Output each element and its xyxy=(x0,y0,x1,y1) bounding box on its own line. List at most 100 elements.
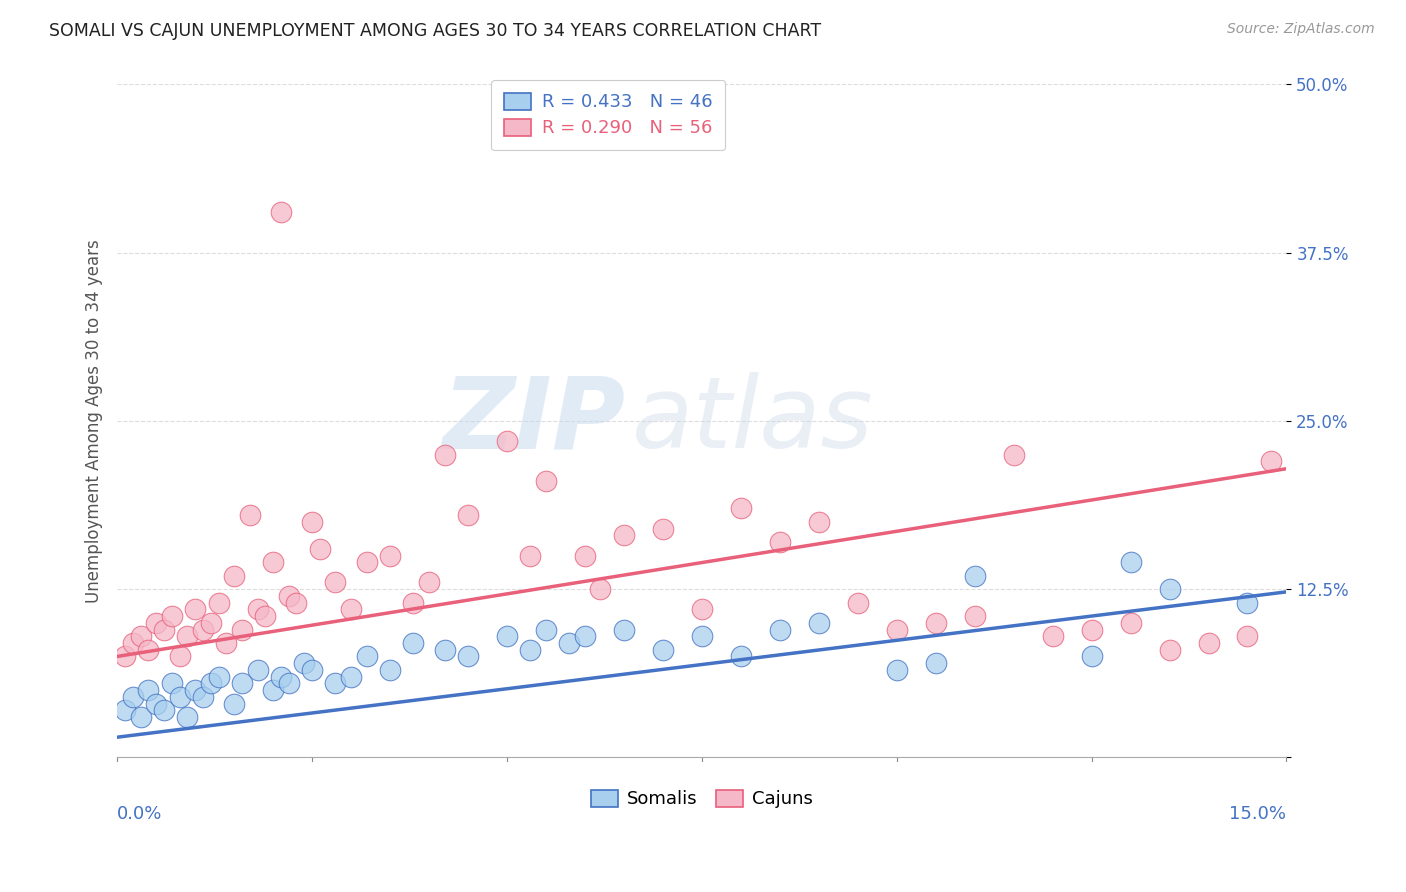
Point xyxy=(402,636,425,650)
Point xyxy=(730,649,752,664)
Point xyxy=(129,710,152,724)
Point xyxy=(378,663,401,677)
Point xyxy=(114,649,136,664)
Point xyxy=(191,690,214,704)
Point xyxy=(1159,582,1181,596)
Legend: Somalis, Cajuns: Somalis, Cajuns xyxy=(583,782,820,815)
Point xyxy=(153,623,176,637)
Point xyxy=(160,609,183,624)
Point xyxy=(769,623,792,637)
Point xyxy=(690,602,713,616)
Point xyxy=(325,676,347,690)
Point xyxy=(963,609,986,624)
Point xyxy=(651,522,673,536)
Point xyxy=(114,703,136,717)
Point xyxy=(262,683,284,698)
Point xyxy=(301,515,323,529)
Point xyxy=(356,555,378,569)
Point xyxy=(418,575,440,590)
Point xyxy=(231,623,253,637)
Point xyxy=(378,549,401,563)
Point xyxy=(301,663,323,677)
Point xyxy=(496,434,519,449)
Text: ZIP: ZIP xyxy=(443,373,626,469)
Point xyxy=(496,629,519,643)
Point xyxy=(340,602,363,616)
Point xyxy=(1042,629,1064,643)
Point xyxy=(457,649,479,664)
Point xyxy=(356,649,378,664)
Point xyxy=(769,535,792,549)
Point xyxy=(145,697,167,711)
Point xyxy=(121,636,143,650)
Point xyxy=(308,541,330,556)
Point xyxy=(224,568,246,582)
Point xyxy=(924,656,946,670)
Point xyxy=(262,555,284,569)
Point xyxy=(184,683,207,698)
Point xyxy=(1159,642,1181,657)
Text: 15.0%: 15.0% xyxy=(1229,805,1286,822)
Point xyxy=(1236,596,1258,610)
Point xyxy=(589,582,612,596)
Point xyxy=(613,623,636,637)
Point xyxy=(886,663,908,677)
Point xyxy=(231,676,253,690)
Point xyxy=(200,676,222,690)
Point xyxy=(153,703,176,717)
Point xyxy=(924,615,946,630)
Point xyxy=(145,615,167,630)
Point xyxy=(246,602,269,616)
Point xyxy=(519,549,541,563)
Point xyxy=(270,670,292,684)
Point xyxy=(613,528,636,542)
Point xyxy=(1080,649,1102,664)
Point xyxy=(1080,623,1102,637)
Text: 0.0%: 0.0% xyxy=(117,805,163,822)
Text: Source: ZipAtlas.com: Source: ZipAtlas.com xyxy=(1227,22,1375,37)
Point xyxy=(690,629,713,643)
Point xyxy=(807,615,830,630)
Text: atlas: atlas xyxy=(631,373,873,469)
Point xyxy=(534,475,557,489)
Point xyxy=(807,515,830,529)
Point xyxy=(169,690,191,704)
Point xyxy=(1119,555,1142,569)
Point xyxy=(129,629,152,643)
Point xyxy=(207,596,229,610)
Text: SOMALI VS CAJUN UNEMPLOYMENT AMONG AGES 30 TO 34 YEARS CORRELATION CHART: SOMALI VS CAJUN UNEMPLOYMENT AMONG AGES … xyxy=(49,22,821,40)
Point xyxy=(651,642,673,657)
Point xyxy=(340,670,363,684)
Point xyxy=(138,642,160,657)
Point xyxy=(963,568,986,582)
Point xyxy=(1119,615,1142,630)
Point xyxy=(138,683,160,698)
Point xyxy=(292,656,315,670)
Point xyxy=(1236,629,1258,643)
Point xyxy=(886,623,908,637)
Point xyxy=(1002,448,1025,462)
Point xyxy=(730,501,752,516)
Point xyxy=(176,629,198,643)
Point xyxy=(519,642,541,657)
Point xyxy=(558,636,581,650)
Point xyxy=(239,508,262,523)
Point xyxy=(433,448,456,462)
Point xyxy=(184,602,207,616)
Point xyxy=(534,623,557,637)
Point xyxy=(1198,636,1220,650)
Point xyxy=(246,663,269,677)
Point xyxy=(176,710,198,724)
Point xyxy=(169,649,191,664)
Point xyxy=(277,676,299,690)
Point xyxy=(224,697,246,711)
Point xyxy=(191,623,214,637)
Y-axis label: Unemployment Among Ages 30 to 34 years: Unemployment Among Ages 30 to 34 years xyxy=(86,239,103,603)
Point xyxy=(846,596,869,610)
Point xyxy=(574,549,596,563)
Point xyxy=(402,596,425,610)
Point xyxy=(325,575,347,590)
Point xyxy=(285,596,308,610)
Point xyxy=(200,615,222,630)
Point xyxy=(1260,454,1282,468)
